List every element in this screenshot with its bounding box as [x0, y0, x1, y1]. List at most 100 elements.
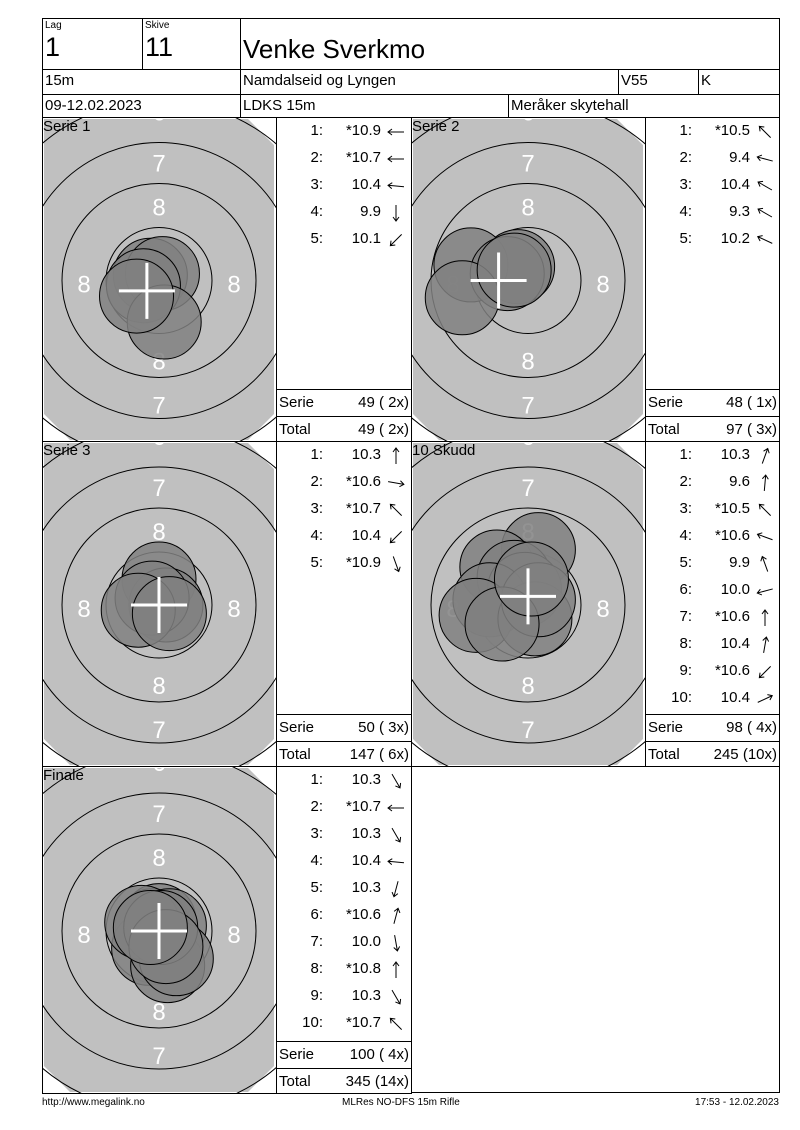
score-list: 1: 10.3 2: *10.6 3: *10.7 4: 10.4 5: *10.9 Serie 50… — [276, 441, 412, 767]
target-svg: 6677888877 — [412, 442, 645, 766]
arrow-shape — [391, 827, 402, 843]
shot-row: 7: 10.0 — [277, 933, 411, 953]
shot-number: 1: — [310, 446, 323, 463]
date: 09-12.02.2023 — [45, 97, 142, 114]
venue: Meråker skytehall — [511, 97, 629, 114]
direction-arrow-icon — [761, 447, 770, 464]
gender: K — [701, 72, 712, 89]
direction-arrow-icon — [391, 827, 402, 843]
total-value: 49 ( 2x) — [358, 421, 409, 438]
arrow-path — [757, 694, 774, 703]
shot-score: *10.8 — [345, 960, 381, 977]
target-ring — [43, 142, 276, 419]
arrow-path — [392, 961, 400, 978]
shot-number: 1: — [679, 446, 692, 463]
shot-number: 5: — [310, 879, 323, 896]
arrow-shape — [391, 881, 399, 898]
serie-label: Serie — [279, 719, 315, 736]
ring-number: 8 — [227, 922, 240, 949]
total-row: Total 245 (10x) — [646, 741, 779, 768]
serie-value: 98 ( 4x) — [726, 719, 777, 736]
shot-number: 1: — [310, 122, 323, 139]
shot-row: 10: 10.4 — [646, 689, 780, 709]
lag-label: Lag — [45, 20, 62, 31]
ring-number: 8 — [152, 673, 165, 700]
arrow-shape — [387, 155, 404, 163]
ring-number: 8 — [521, 673, 534, 700]
shot-row: 9: *10.6 — [646, 662, 780, 682]
direction-arrow-icon — [392, 447, 400, 464]
shot-row: 1: 10.3 — [277, 771, 411, 791]
venue-cell: Meråker skytehall — [508, 94, 780, 118]
shot-number: 8: — [679, 635, 692, 652]
shot-hole — [112, 890, 188, 966]
shot-score: 10.0 — [720, 581, 750, 598]
ring-number: 7 — [152, 475, 165, 502]
direction-arrow-icon — [387, 804, 404, 812]
shot-row: 1: *10.9 — [277, 122, 411, 142]
arrow-shape — [392, 205, 400, 222]
arrow-path — [758, 125, 772, 139]
ring-number: 7 — [152, 1043, 165, 1070]
shot-score: *10.6 — [714, 527, 750, 544]
shot-score: *10.6 — [714, 608, 750, 625]
ring-number: 8 — [521, 195, 534, 222]
shot-number: 4: — [310, 203, 323, 220]
direction-arrow-icon — [388, 480, 405, 488]
distance: 15m — [45, 72, 75, 89]
footer-url[interactable]: http://www.megalink.no — [42, 1097, 145, 1108]
shot-score: 10.2 — [720, 230, 750, 247]
shot-score: *10.5 — [714, 122, 750, 139]
arrow-path — [389, 530, 403, 544]
arrow-path — [392, 205, 400, 222]
arrow-path — [757, 207, 773, 218]
arrow-shape — [760, 555, 769, 572]
skive-label: Skive — [145, 20, 170, 31]
shot-number: 10: — [302, 1014, 323, 1031]
ring-number: 7 — [521, 151, 534, 178]
serie-row: Serie 48 ( 1x) — [646, 389, 779, 416]
total-row: Total 97 ( 3x) — [646, 416, 779, 443]
direction-arrow-icon — [387, 155, 404, 163]
arrow-path — [761, 609, 769, 626]
shot-row: 2: *10.6 — [277, 473, 411, 493]
direction-arrow-icon — [758, 665, 772, 679]
arrow-shape — [762, 636, 770, 653]
direction-arrow-icon — [756, 154, 773, 162]
shot-score: *10.9 — [345, 122, 381, 139]
direction-arrow-icon — [760, 555, 769, 572]
arrow-path — [392, 447, 400, 464]
skive-cell: Skive 11 — [142, 18, 241, 70]
direction-arrow-icon — [387, 128, 404, 136]
ring-number: 8 — [152, 195, 165, 222]
ring-number: 8 — [77, 596, 90, 623]
arrow-shape — [761, 609, 769, 626]
shot-number: 2: — [679, 473, 692, 490]
shot-row: 4: 10.4 — [277, 527, 411, 547]
shot-row: 2: *10.7 — [277, 149, 411, 169]
serie-row: Serie 98 ( 4x) — [646, 714, 779, 741]
shot-score: 9.6 — [729, 473, 750, 490]
direction-arrow-icon — [391, 773, 402, 789]
ring-number: 7 — [152, 393, 165, 420]
arrow-shape — [758, 503, 772, 517]
shot-hole — [131, 576, 207, 652]
shot-number: 6: — [679, 581, 692, 598]
shot-score: *10.7 — [345, 798, 381, 815]
serie-label: Serie — [279, 1046, 315, 1063]
target-ring — [61, 833, 257, 1029]
shooter-name: Venke Sverkmo — [243, 34, 426, 64]
shot-score: *10.6 — [714, 662, 750, 679]
target-panel: 667788887710 Skudd — [411, 441, 646, 767]
series-title: 10 Skudd — [412, 442, 476, 459]
arrow-shape — [756, 532, 773, 541]
direction-arrow-icon — [387, 858, 405, 866]
shot-row: 8: 10.4 — [646, 635, 780, 655]
ring-number: 8 — [596, 596, 609, 623]
shot-number: 5: — [310, 554, 323, 571]
arrow-shape — [393, 935, 401, 952]
lag-cell: Lag 1 — [42, 18, 143, 70]
arrow-shape — [389, 1017, 403, 1031]
shot-number: 5: — [679, 230, 692, 247]
